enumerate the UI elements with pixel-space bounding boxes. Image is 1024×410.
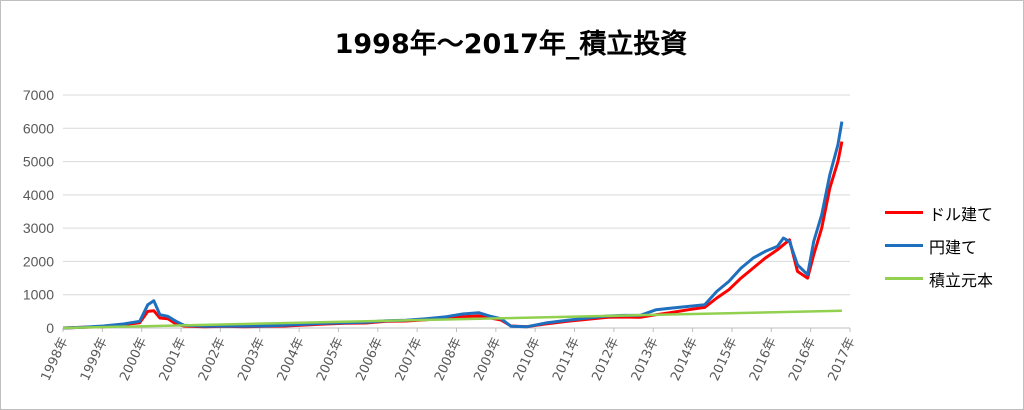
x-tick-label: 1998年 [39, 335, 72, 383]
legend-item-yen: 円建て [885, 229, 993, 262]
x-tick-label: 2001年 [157, 335, 190, 383]
x-tick-label: 2013年 [629, 335, 662, 383]
x-tick-label: 2005年 [314, 335, 347, 383]
x-tick-label: 2015年 [708, 335, 741, 383]
legend-label-principal: 積立元本 [929, 270, 994, 290]
legend-swatch-principal [885, 277, 923, 280]
legend-item-dollar: ドル建て [885, 196, 993, 229]
series-line-2 [62, 309, 842, 330]
chart-legend: ドル建て 円建て 積立元本 [885, 196, 993, 295]
x-tick-label: 2010年 [511, 335, 544, 383]
legend-label-yen: 円建て [929, 237, 978, 257]
y-tick-label: 6000 [23, 120, 54, 136]
y-tick-label: 3000 [23, 220, 54, 236]
x-tick-label: 2002年 [196, 335, 229, 383]
legend-item-principal: 積立元本 [885, 262, 993, 295]
x-tick-label: 2012年 [589, 335, 622, 383]
x-tick-label: 2016年 [786, 335, 819, 383]
x-tick-label: 2000年 [117, 335, 150, 383]
x-tick-label: 2009年 [471, 335, 504, 383]
x-tick-label: 2007年 [393, 335, 426, 383]
x-tick-label: 2003年 [235, 335, 268, 383]
x-tick-label: 2017年 [826, 335, 859, 383]
chart-title: 1998年～2017年_積立投資 [334, 29, 688, 60]
y-tick-label: 2000 [23, 253, 54, 269]
x-tick-label: 2016年 [747, 335, 780, 383]
y-tick-label: 1000 [23, 287, 54, 303]
legend-label-dollar: ドル建て [929, 204, 994, 224]
y-tick-label: 0 [46, 320, 54, 336]
legend-swatch-dollar [885, 211, 923, 214]
legend-swatch-yen [885, 244, 923, 247]
y-tick-label: 4000 [23, 187, 54, 203]
series-line-1 [62, 121, 844, 330]
x-tick-label: 2011年 [550, 335, 583, 383]
x-tick-label: 2008年 [432, 335, 465, 383]
y-tick-label: 5000 [23, 154, 54, 170]
x-tick-label: 2006年 [353, 335, 386, 383]
x-tick-label: 2014年 [668, 335, 701, 383]
x-tick-label: 1999年 [78, 335, 111, 383]
series-line-0 [62, 141, 844, 330]
y-tick-label: 7000 [23, 87, 54, 103]
x-tick-label: 2004年 [275, 335, 308, 383]
